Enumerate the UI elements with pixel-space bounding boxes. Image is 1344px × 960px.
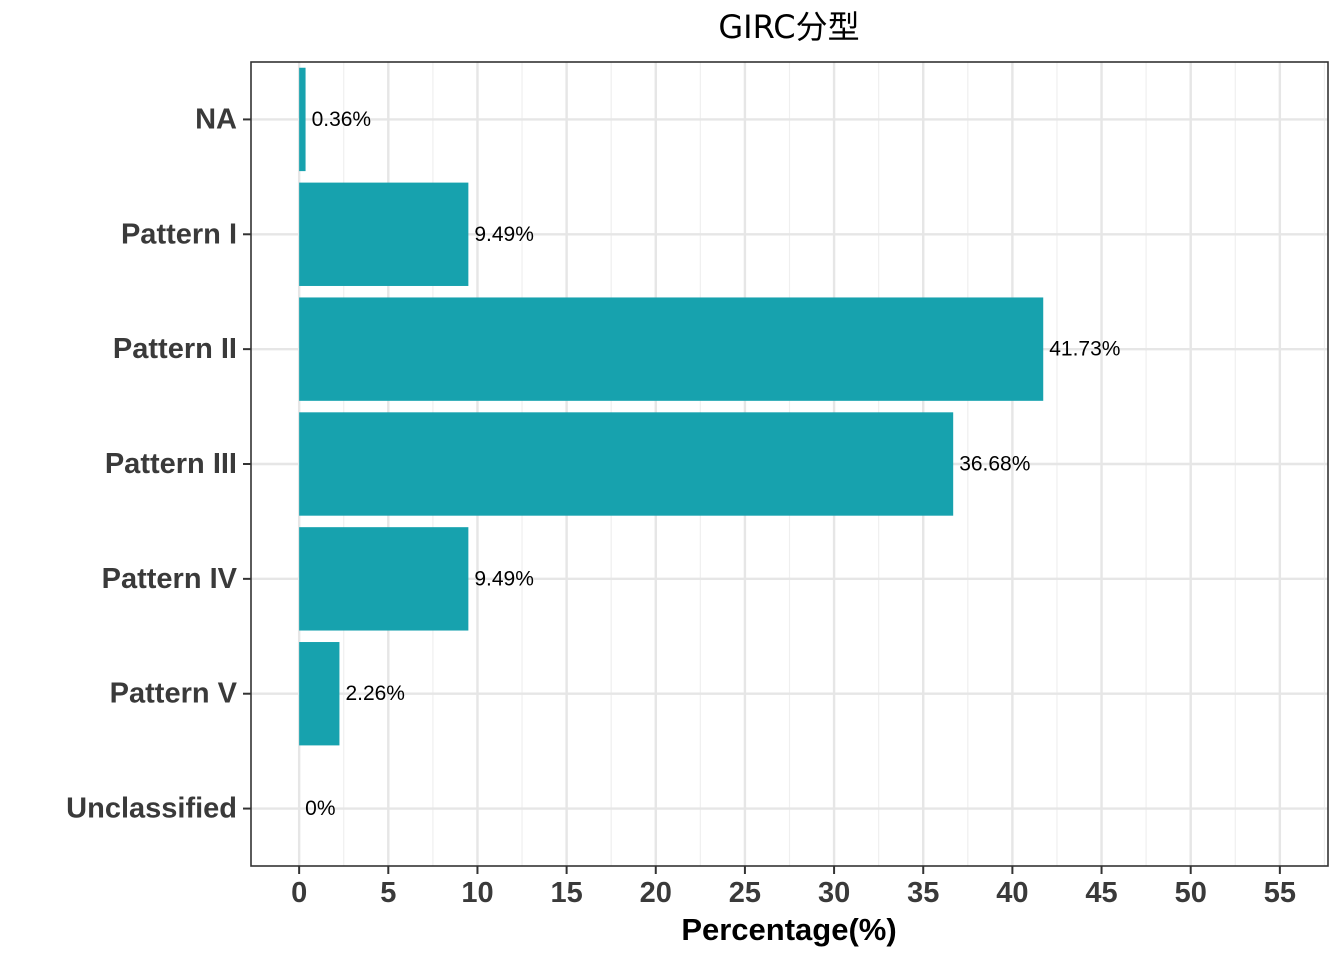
y-tick-label: Pattern II — [113, 333, 237, 365]
x-tick-label: 0 — [291, 877, 307, 909]
y-tick-label: Pattern V — [110, 678, 238, 710]
bar — [299, 412, 954, 516]
y-tick-label: Pattern I — [121, 218, 237, 250]
data-label: 0% — [305, 797, 335, 820]
data-labels: 0.36% 9.49% 41.73% 36.68% 9.49% 2.26% 0% — [305, 108, 1120, 820]
y-tick-label: Pattern III — [105, 448, 237, 480]
x-tick-label: 25 — [729, 877, 761, 909]
bar — [299, 182, 469, 286]
data-label: 9.49% — [474, 567, 534, 590]
data-label: 0.36% — [312, 108, 372, 131]
x-tick-label: 45 — [1085, 877, 1117, 909]
bars — [299, 67, 1044, 746]
x-tick-label: 35 — [907, 877, 939, 909]
x-tick-label: 10 — [461, 877, 493, 909]
y-tick-label: NA — [195, 103, 237, 135]
data-label: 36.68% — [959, 453, 1030, 476]
x-tick-label: 55 — [1264, 877, 1296, 909]
y-tick-label: Pattern IV — [102, 563, 238, 595]
x-tick-label: 30 — [818, 877, 850, 909]
x-tick-label: 5 — [380, 877, 396, 909]
data-label: 41.73% — [1049, 338, 1120, 361]
data-label: 2.26% — [345, 682, 405, 705]
x-tick-label: 50 — [1175, 877, 1207, 909]
x-tick-label: 15 — [550, 877, 582, 909]
x-axis-title: Percentage(%) — [681, 912, 896, 947]
bar — [299, 67, 306, 172]
y-axis: NA Pattern I Pattern II Pattern III Pattern … — [66, 103, 251, 825]
bar — [299, 642, 340, 746]
x-axis: 0 5 10 15 20 25 30 35 40 45 50 55 — [291, 866, 1296, 909]
chart-title: GIRC分型 — [718, 8, 859, 46]
bar — [299, 297, 1044, 401]
y-tick-label: Unclassified — [66, 793, 237, 825]
bar — [299, 527, 469, 631]
x-tick-label: 20 — [640, 877, 672, 909]
data-label: 9.49% — [474, 223, 534, 246]
x-tick-label: 40 — [996, 877, 1028, 909]
